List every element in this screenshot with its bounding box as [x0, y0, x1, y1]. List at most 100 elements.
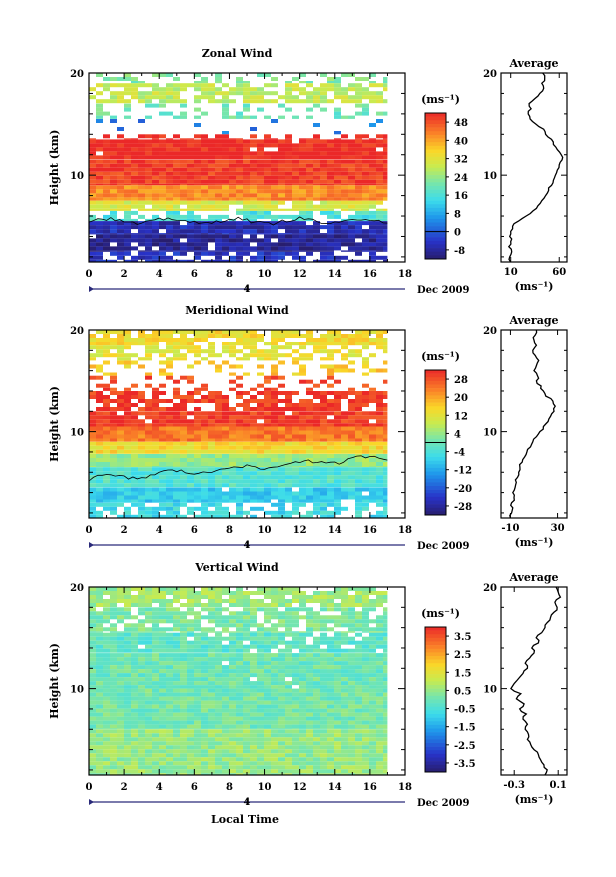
heatmap-cell [278, 615, 285, 619]
heatmap-cell [264, 225, 271, 229]
heatmap-cell [187, 607, 194, 611]
heatmap-cell [299, 229, 306, 233]
heatmap-cell [187, 657, 194, 661]
heatmap-cell [334, 685, 341, 689]
heatmap-cell [271, 705, 278, 709]
heatmap-cell [271, 689, 278, 693]
heatmap-cell [362, 209, 369, 211]
heatmap-cell [103, 496, 110, 500]
heatmap-cell [124, 164, 131, 168]
heatmap-cell [264, 99, 271, 103]
heatmap-cell [278, 180, 285, 184]
heatmap-cell [243, 143, 250, 147]
heatmap-cell [103, 603, 110, 607]
heatmap-cell [278, 168, 285, 172]
heatmap-cell [103, 607, 110, 611]
heatmap-cell [257, 427, 264, 431]
heatmap-cell [313, 197, 320, 200]
heatmap-cell [327, 423, 334, 426]
heatmap-cell [187, 219, 194, 221]
heatmap-cell [89, 87, 96, 91]
heatmap-cell [180, 633, 187, 637]
heatmap-cell [96, 233, 103, 234]
heatmap-cell [187, 442, 194, 446]
heatmap-cell [215, 689, 222, 693]
heatmap-cell [285, 99, 292, 103]
heatmap-cell [306, 595, 313, 599]
heatmap-cell [320, 168, 327, 172]
heatmap-cell [292, 637, 299, 641]
heatmap-cell [278, 689, 285, 693]
heatmap-cell [313, 180, 320, 184]
heatmap-cell [166, 462, 173, 466]
heatmap-cell [89, 205, 96, 209]
heatmap-cell [334, 342, 341, 345]
heatmap-cell [327, 615, 334, 619]
heatmap-cell [362, 500, 369, 503]
heatmap-cell [124, 238, 131, 242]
heatmap-cell [103, 197, 110, 200]
heatmap-cell [159, 435, 166, 439]
heatmap-cell [173, 160, 180, 164]
heatmap-cell [131, 623, 138, 627]
heatmap-cell [194, 479, 201, 483]
heatmap-cell [243, 185, 250, 189]
heatmap-cell [278, 330, 285, 334]
heatmap-cell [271, 219, 278, 221]
heatmap-cell [166, 138, 173, 139]
heatmap-cell [292, 423, 299, 426]
heatmap-cell [320, 87, 327, 91]
heatmap-cell [138, 147, 145, 151]
heatmap-cell [194, 99, 201, 103]
heatmap-cell [285, 653, 292, 657]
heatmap-cell [159, 91, 166, 95]
heatmap-cell [152, 205, 159, 209]
heatmap-cell [383, 361, 387, 365]
heatmap-cell [187, 619, 194, 623]
heatmap-cell [173, 689, 180, 693]
heatmap-cell [124, 423, 131, 426]
heatmap-cell [264, 693, 271, 697]
heatmap-cell [159, 373, 166, 376]
heatmap-cell [362, 95, 369, 99]
heatmap-cell [334, 454, 341, 458]
heatmap-cell [138, 681, 145, 685]
heatmap-cell [313, 423, 320, 426]
heatmap-cell [103, 155, 110, 159]
heatmap-cell [327, 653, 334, 657]
colorbar-swatch [425, 248, 446, 252]
heatmap-cell [201, 415, 208, 419]
heatmap-cell [194, 225, 201, 229]
heatmap-cell [271, 233, 278, 234]
heatmap-cell [159, 673, 166, 677]
heatmap-cell [369, 685, 376, 689]
heatmap-cell [306, 357, 313, 360]
heatmap-cell [131, 160, 138, 164]
heatmap-cell [124, 185, 131, 189]
heatmap-cell [271, 446, 278, 450]
heatmap-cell [348, 116, 355, 119]
heatmap-cell [313, 665, 320, 669]
heatmap-cell [383, 83, 387, 87]
colorbar-swatch [425, 237, 446, 241]
heatmap-cell [117, 503, 124, 507]
heatmap-cell [271, 256, 278, 260]
heatmap-cell [208, 503, 215, 507]
heatmap-cell [292, 238, 299, 242]
heatmap-cell [271, 419, 278, 423]
heatmap-cell [152, 415, 159, 419]
heatmap-cell [208, 219, 215, 221]
heatmap-cell [194, 475, 201, 479]
heatmap-cell [201, 607, 208, 611]
heatmap-cell [243, 233, 250, 234]
heatmap-cell [124, 155, 131, 159]
heatmap-cell [229, 713, 236, 717]
heatmap-cell [306, 633, 313, 637]
heatmap-cell [369, 176, 376, 180]
heatmap-cell [243, 151, 250, 155]
heatmap-cell [383, 250, 387, 251]
heatmap-cell [369, 653, 376, 657]
heatmap-cell [194, 256, 201, 260]
heatmap-cell [103, 591, 110, 595]
